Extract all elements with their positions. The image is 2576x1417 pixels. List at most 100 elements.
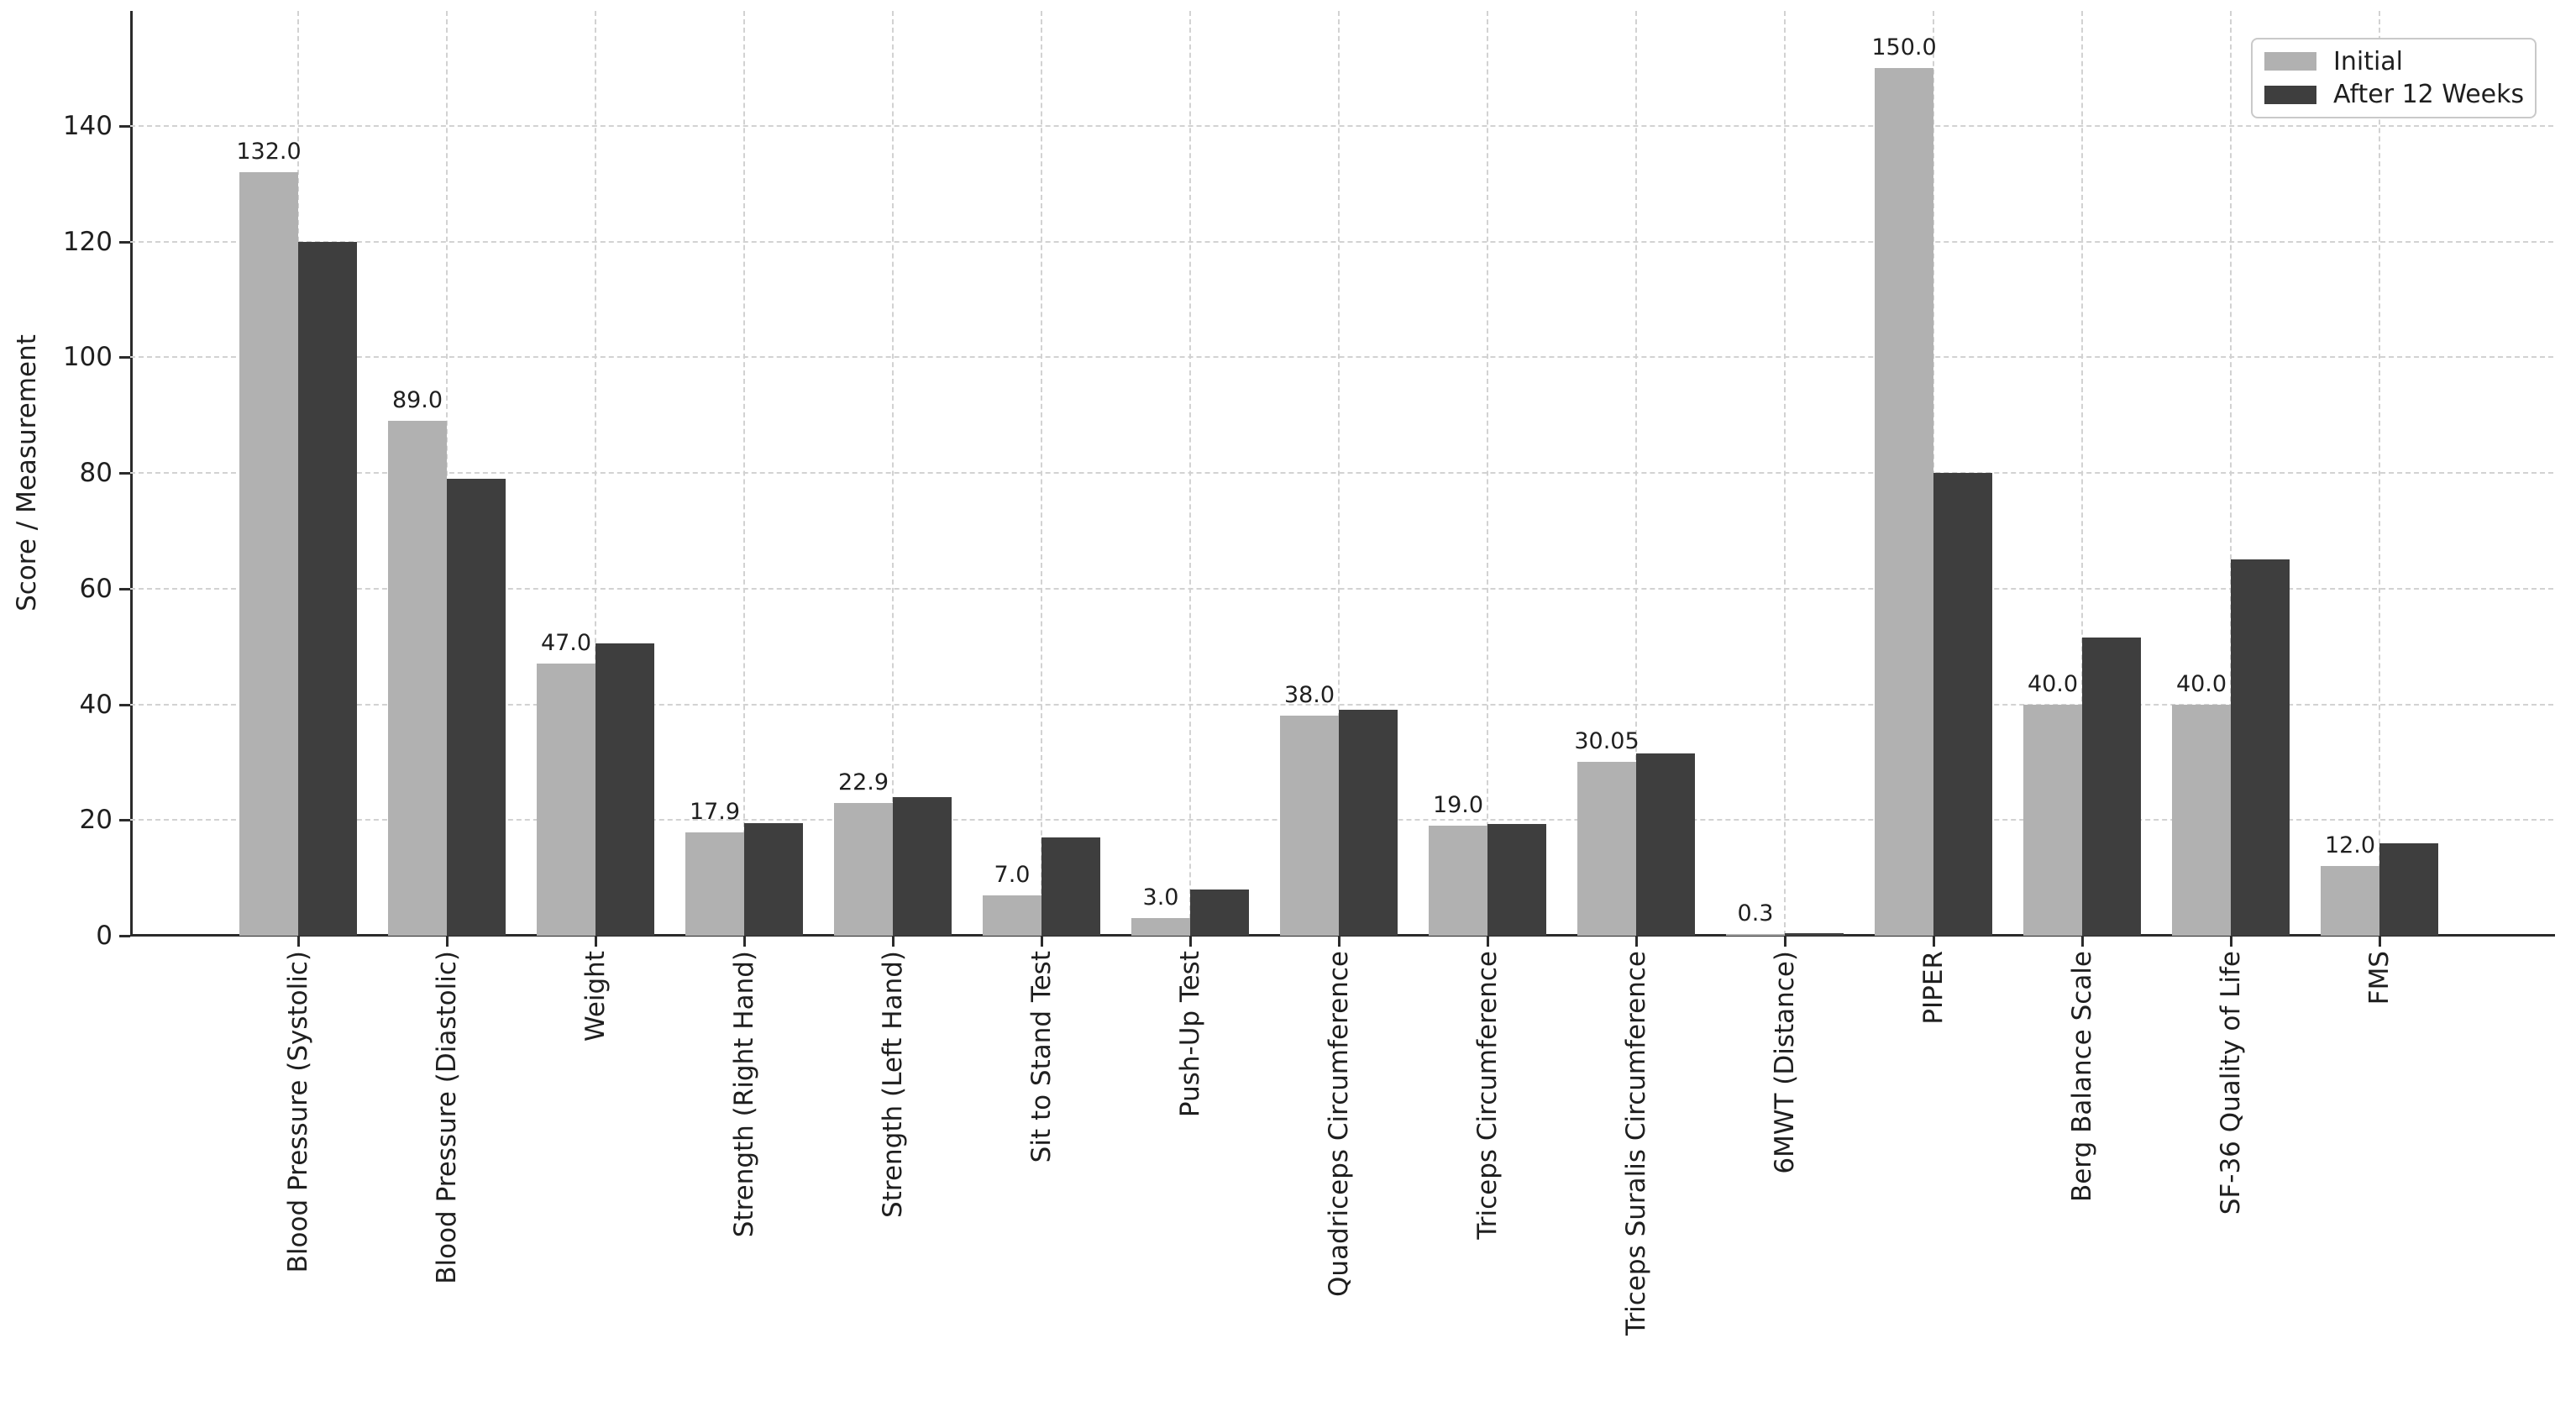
y-tick-label: 120 [62,226,113,257]
bar-after-12-weeks-4 [893,796,952,936]
x-tick-label: FMS [2364,951,2395,1005]
x-tick-label: SF-36 Quality of Life [2216,951,2246,1215]
bar-initial-1 [388,421,447,936]
x-tick-label: 6MWT (Distance) [1770,951,1800,1174]
legend-swatch-initial [2264,52,2316,71]
x-tick-mark [1338,937,1340,947]
bar-value-label: 132.0 [236,139,302,165]
bar-after-12-weeks-10 [1785,932,1844,936]
bar-value-label: 30.05 [1574,728,1640,755]
x-tick-label: Triceps Suralis Circumference [1621,951,1651,1336]
bar-initial-5 [983,895,1041,936]
x-tick-mark [2081,937,2084,947]
x-tick-label: Weight [580,951,611,1042]
bar-value-label: 38.0 [1283,682,1335,709]
bar-initial-7 [1280,716,1339,936]
bar-initial-6 [1131,918,1190,936]
bar-value-label: 7.0 [994,861,1031,888]
y-tick-label: 100 [62,342,113,373]
y-tick-mark [119,587,130,590]
bar-after-12-weeks-1 [447,479,506,936]
bar-value-label: 40.0 [2175,670,2227,697]
bar-after-12-weeks-0 [298,241,357,936]
x-tick-label: Quadriceps Circumference [1324,951,1354,1297]
x-tick-mark [595,937,597,947]
horizontal-gridline [130,587,2553,590]
bar-value-label: 0.3 [1737,900,1774,926]
x-tick-mark [297,937,300,947]
legend-label-after-12-weeks: After 12 Weeks [2333,80,2525,110]
y-tick-mark [119,356,130,359]
legend-item-initial: Initial [2253,47,2535,76]
x-tick-mark [2230,937,2232,947]
bar-after-12-weeks-11 [1933,473,1992,936]
bar-initial-11 [1875,68,1933,936]
bar-after-12-weeks-3 [744,822,803,936]
x-tick-label: PIPER [1918,951,1949,1025]
legend-swatch-after-12-weeks [2264,85,2316,104]
x-tick-label: Push-Up Test [1175,951,1205,1118]
x-tick-mark [1933,937,1935,947]
bar-value-label: 89.0 [391,387,443,414]
horizontal-gridline [130,356,2553,359]
bar-value-label: 3.0 [1142,884,1179,911]
bar-value-label: 150.0 [1871,34,1937,61]
y-tick-mark [119,703,130,706]
bar-initial-10 [1726,933,1785,936]
horizontal-gridline [130,703,2553,706]
x-tick-label: Strength (Left Hand) [878,951,908,1218]
x-tick-mark [743,937,746,947]
bar-value-label: 47.0 [540,630,592,657]
bar-after-12-weeks-14 [2379,842,2438,936]
bar-initial-12 [2023,704,2082,936]
y-axis-title: Score / Measurement [12,334,42,611]
y-tick-mark [119,125,130,128]
x-tick-label: Triceps Circumference [1472,951,1503,1240]
bar-after-12-weeks-9 [1636,753,1695,936]
y-tick-mark [119,240,130,244]
legend-label-initial: Initial [2333,46,2404,76]
y-tick-label: 140 [62,111,113,141]
y-tick-label: 0 [96,921,113,951]
horizontal-gridline [130,240,2553,243]
bar-initial-2 [537,664,595,936]
bar-after-12-weeks-8 [1487,824,1546,936]
y-tick-mark [119,472,130,475]
y-tick-label: 80 [79,458,113,489]
x-tick-label: Berg Balance Scale [2067,951,2097,1202]
bar-after-12-weeks-7 [1339,710,1398,936]
y-tick-label: 40 [79,689,113,720]
y-tick-mark [119,819,130,822]
bar-initial-9 [1577,762,1636,936]
x-tick-mark [446,937,449,947]
bar-value-label: 17.9 [689,798,741,825]
y-tick-label: 20 [79,805,113,836]
bar-value-label: 22.9 [837,769,889,796]
bar-initial-0 [239,172,298,936]
legend: Initial After 12 Weeks [2251,38,2537,118]
x-tick-label: Blood Pressure (Diastolic) [432,951,462,1284]
bar-after-12-weeks-2 [595,643,654,936]
horizontal-gridline [130,472,2553,475]
y-tick-label: 60 [79,573,113,604]
horizontal-gridline [130,125,2553,127]
bar-initial-13 [2172,704,2231,936]
bar-value-label: 12.0 [2324,832,2376,859]
bar-after-12-weeks-5 [1041,837,1100,936]
bar-after-12-weeks-12 [2082,638,2141,936]
bar-value-label: 40.0 [2027,670,2079,697]
x-tick-mark [892,937,895,947]
x-tick-mark [1784,937,1786,947]
x-tick-label: Blood Pressure (Systolic) [283,951,313,1273]
bar-initial-4 [834,803,893,936]
bar-initial-3 [685,832,744,936]
x-tick-label: Sit to Stand Test [1026,951,1057,1163]
bar-after-12-weeks-6 [1190,889,1249,936]
x-tick-mark [1487,937,1489,947]
x-tick-label: Strength (Right Hand) [729,951,759,1238]
x-tick-mark [2379,937,2381,947]
bar-value-label: 19.0 [1432,792,1484,819]
bar-initial-8 [1429,826,1487,936]
